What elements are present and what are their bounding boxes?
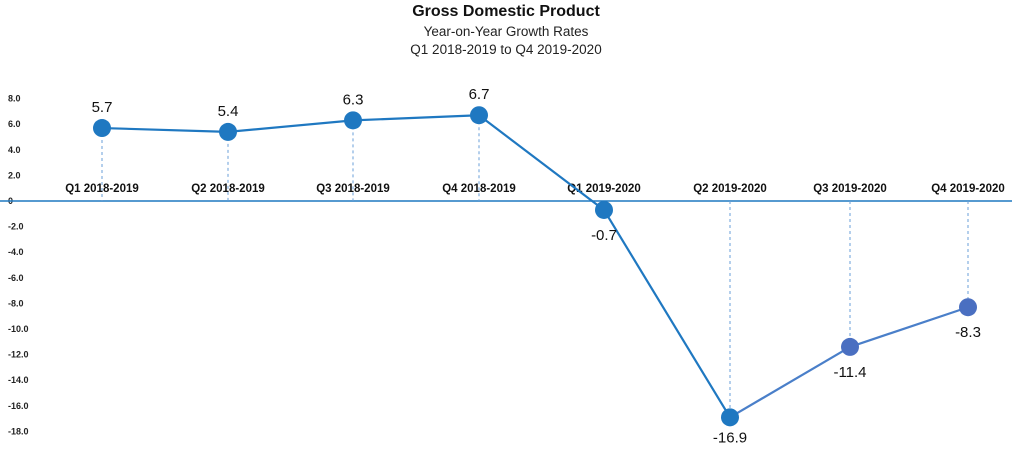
y-tick-label: -2.0 xyxy=(8,222,24,232)
x-category-label: Q3 2018-2019 xyxy=(316,183,390,195)
data-point xyxy=(344,111,362,130)
data-point xyxy=(595,200,613,219)
series-line-segment xyxy=(478,114,605,211)
data-point xyxy=(841,337,859,356)
series-line-segment xyxy=(101,126,229,133)
y-tick-label: -6.0 xyxy=(8,273,24,283)
x-category-label: Q2 2018-2019 xyxy=(191,183,265,195)
data-point xyxy=(93,119,111,138)
chart-title: Gross Domestic Product xyxy=(412,3,600,20)
y-tick-label: -4.0 xyxy=(8,247,24,257)
chart-subtitle-range: Q1 2018-2019 to Q4 2019-2020 xyxy=(410,42,602,57)
data-label: -11.4 xyxy=(833,364,866,381)
data-point xyxy=(470,106,488,125)
data-label: 5.7 xyxy=(92,99,113,116)
y-tick-label: -10.0 xyxy=(8,324,29,334)
data-label: -0.7 xyxy=(591,227,617,244)
y-tick-label: -14.0 xyxy=(8,375,29,385)
x-category-label: Q4 2019-2020 xyxy=(931,183,1005,195)
series-line-segment xyxy=(603,209,731,418)
y-tick-label: -8.0 xyxy=(8,298,24,308)
x-category-label: Q2 2019-2020 xyxy=(693,183,767,195)
data-label: 6.7 xyxy=(469,86,490,103)
data-label: 5.4 xyxy=(218,103,239,120)
series-line-segment xyxy=(352,114,480,122)
y-tick-label: -18.0 xyxy=(8,426,29,436)
data-label: -8.3 xyxy=(955,324,981,341)
chart-subtitle: Year-on-Year Growth Rates xyxy=(423,24,589,39)
y-tick-label: 2.0 xyxy=(8,170,21,180)
data-point xyxy=(721,408,739,427)
y-tick-label: -16.0 xyxy=(8,401,29,411)
x-category-label: Q4 2018-2019 xyxy=(442,183,516,195)
series-line-segment xyxy=(227,119,354,133)
y-tick-label: -12.0 xyxy=(8,350,29,360)
data-point xyxy=(219,122,237,141)
y-tick-label: 6.0 xyxy=(8,119,21,129)
data-label: -16.9 xyxy=(713,429,747,446)
x-category-label: Q1 2019-2020 xyxy=(567,183,641,195)
data-label: 6.3 xyxy=(343,91,364,108)
y-tick-label: 8.0 xyxy=(8,94,21,104)
data-point xyxy=(959,298,977,317)
series-line-segment xyxy=(729,345,851,419)
x-category-label: Q1 2018-2019 xyxy=(65,183,139,195)
y-tick-label: 4.0 xyxy=(8,145,21,155)
x-category-label: Q3 2019-2020 xyxy=(813,183,887,195)
series-line-segment xyxy=(849,306,969,348)
